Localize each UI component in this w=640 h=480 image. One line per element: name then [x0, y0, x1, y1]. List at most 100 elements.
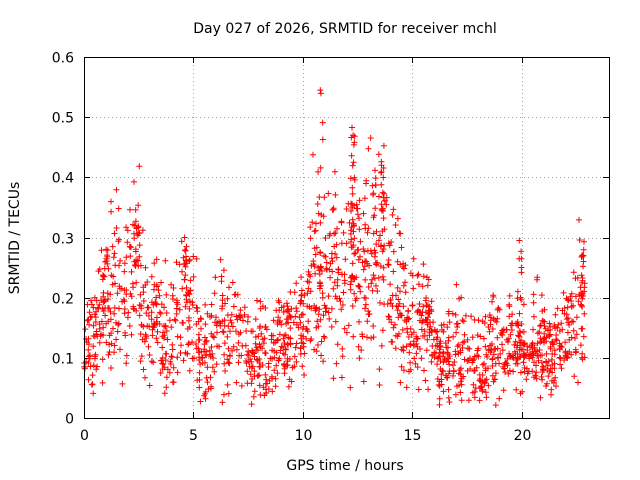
data-point	[570, 327, 577, 334]
data-point	[276, 331, 283, 338]
data-point	[199, 354, 206, 361]
y-tick-label: 0	[65, 412, 74, 428]
data-point	[161, 304, 168, 311]
data-point	[349, 124, 355, 131]
data-point	[151, 260, 158, 267]
data-point	[317, 263, 324, 270]
data-point	[356, 215, 362, 222]
data-point	[163, 384, 170, 391]
y-tick-label: 0.3	[52, 232, 74, 248]
data-point	[347, 286, 354, 293]
data-point	[270, 332, 277, 339]
data-point	[186, 305, 193, 312]
data-point	[238, 382, 245, 389]
data-point	[445, 394, 452, 401]
data-point	[229, 279, 236, 286]
data-point	[552, 311, 559, 318]
data-point	[425, 386, 432, 393]
data-point	[510, 354, 517, 361]
data-point	[320, 358, 327, 365]
data-point	[183, 284, 190, 291]
data-point	[529, 340, 536, 347]
data-point	[95, 268, 102, 275]
data-point	[348, 224, 355, 231]
data-point	[281, 370, 288, 377]
data-point	[364, 318, 371, 325]
data-point	[464, 367, 471, 374]
data-point	[89, 301, 95, 308]
data-point	[133, 279, 140, 286]
data-point	[334, 282, 341, 289]
data-point	[546, 368, 553, 375]
data-point	[136, 312, 143, 319]
data-point	[436, 340, 443, 347]
data-point	[537, 335, 544, 342]
data-point	[233, 379, 240, 386]
data-point	[208, 312, 215, 319]
data-point	[379, 189, 386, 196]
data-point	[380, 174, 387, 181]
data-point	[136, 242, 143, 249]
data-point	[172, 317, 179, 324]
data-point	[365, 308, 372, 315]
data-point	[93, 308, 100, 315]
data-point	[131, 230, 137, 237]
data-point	[532, 372, 539, 379]
data-point	[492, 317, 499, 324]
data-point	[91, 294, 98, 301]
data-point	[370, 323, 377, 329]
data-point	[173, 305, 180, 312]
data-point	[173, 259, 180, 266]
data-point	[183, 260, 190, 267]
data-point	[100, 273, 107, 280]
data-point	[321, 334, 328, 341]
data-point	[187, 287, 194, 294]
data-point	[163, 291, 170, 298]
data-point	[388, 300, 394, 307]
data-point	[523, 351, 530, 358]
data-point	[566, 321, 573, 328]
data-point	[332, 230, 339, 236]
data-point	[489, 363, 496, 369]
data-point	[466, 345, 473, 352]
data-point	[575, 379, 581, 386]
data-point	[218, 278, 225, 285]
data-point	[415, 271, 422, 278]
data-point	[217, 256, 224, 263]
data-point	[156, 292, 163, 299]
data-point	[284, 358, 291, 365]
data-point	[248, 328, 255, 335]
data-point	[370, 190, 377, 197]
data-point	[470, 356, 477, 363]
data-point	[107, 291, 114, 298]
chart-title: Day 027 of 2026, SRMTID for receiver mch…	[193, 21, 497, 37]
data-point	[183, 243, 190, 250]
data-point	[341, 280, 348, 287]
data-point	[211, 290, 218, 297]
data-point	[487, 314, 494, 321]
data-point	[115, 238, 122, 245]
data-point	[564, 329, 571, 336]
data-point	[90, 390, 97, 397]
data-point	[371, 212, 378, 219]
data-point	[393, 292, 399, 299]
data-point	[543, 383, 549, 389]
data-point	[269, 388, 276, 395]
data-point	[145, 312, 152, 319]
data-point	[96, 321, 103, 328]
data-point	[114, 290, 121, 297]
data-point	[170, 364, 177, 371]
data-point	[115, 320, 122, 327]
data-point	[209, 350, 216, 357]
data-point	[333, 241, 340, 248]
data-point	[341, 325, 348, 332]
data-point	[137, 358, 144, 365]
data-point	[101, 265, 108, 272]
data-point	[345, 322, 352, 329]
data-point	[93, 328, 100, 335]
data-point	[428, 298, 435, 305]
data-point	[253, 344, 260, 351]
data-point	[148, 273, 155, 280]
data-point	[162, 322, 169, 329]
data-point	[376, 193, 382, 200]
